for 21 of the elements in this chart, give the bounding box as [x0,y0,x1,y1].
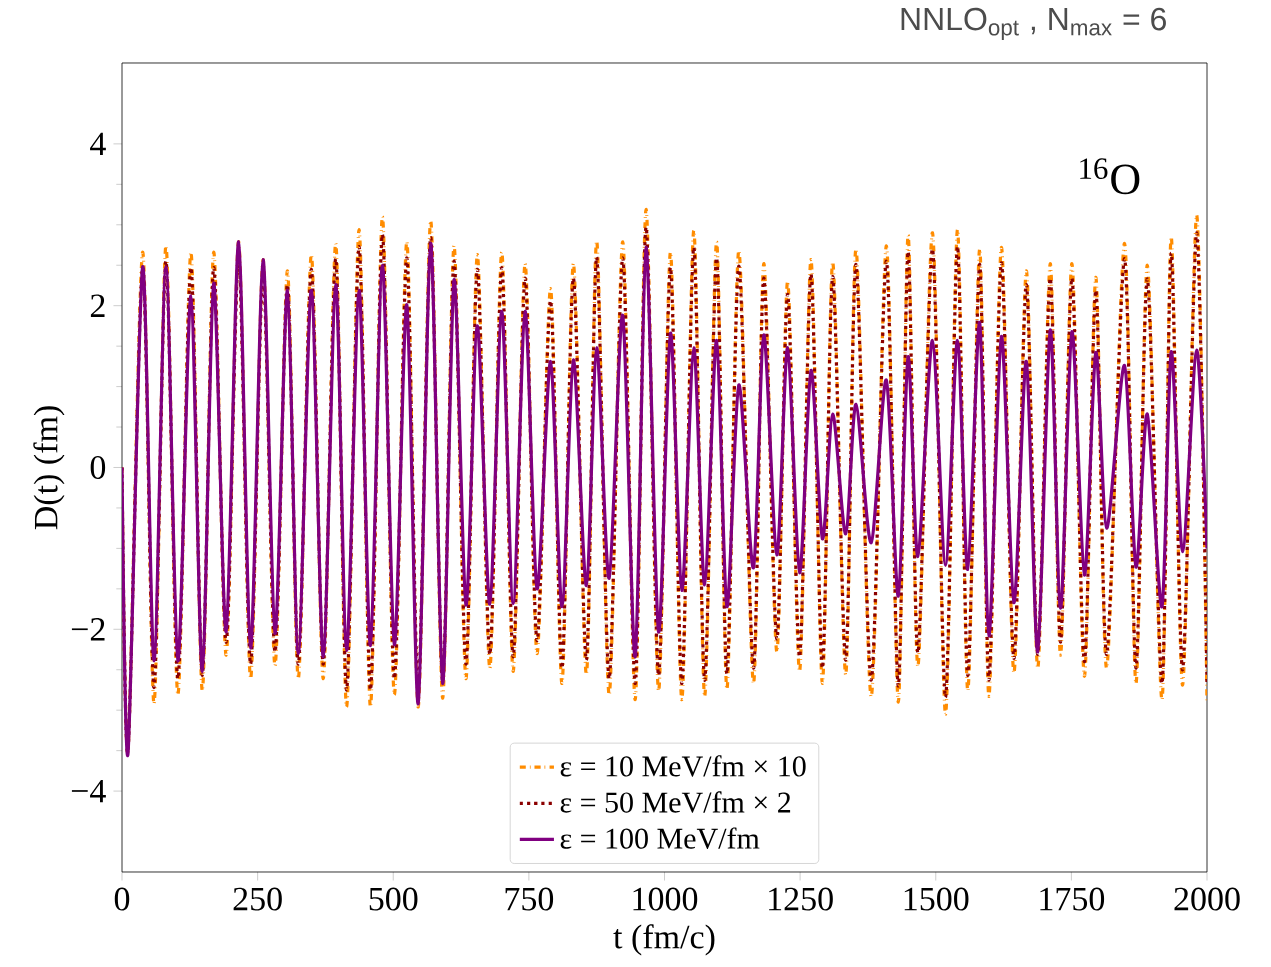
legend-label: ε = 50 MeV/fm × 2 [560,791,791,813]
y-axis-title: D(t) (fm) [33,406,65,530]
x-tick-label: 2000 [1174,887,1240,911]
x-tick-label: 0 [114,887,130,911]
legend-label: ε = 100 MeV/fm [560,827,760,849]
x-tick-label: 250 [233,887,282,911]
x-tick-label: 1500 [904,887,969,911]
x-tick-label: 750 [505,887,554,911]
y-tick-label: −2 [71,618,105,641]
y-tick-label: −4 [71,779,106,803]
x-tick-label: 1750 [1040,887,1105,911]
x-axis-title: t (fm/c) [613,924,715,956]
y-tick-label: 0 [90,456,106,479]
x-tick-label: 1000 [633,887,698,911]
y-tick-label: 2 [90,294,105,317]
x-tick-label: 500 [369,887,418,911]
chart-title: NNLO$_{opt}$ , N$_{max}$ = 6 [901,7,1166,40]
legend-label: ε = 10 MeV/fm × 10 [560,755,806,777]
x-tick-label: 1250 [769,887,833,911]
annotation: $^{16}$O [1080,158,1140,195]
y-tick-label: 4 [90,132,106,156]
